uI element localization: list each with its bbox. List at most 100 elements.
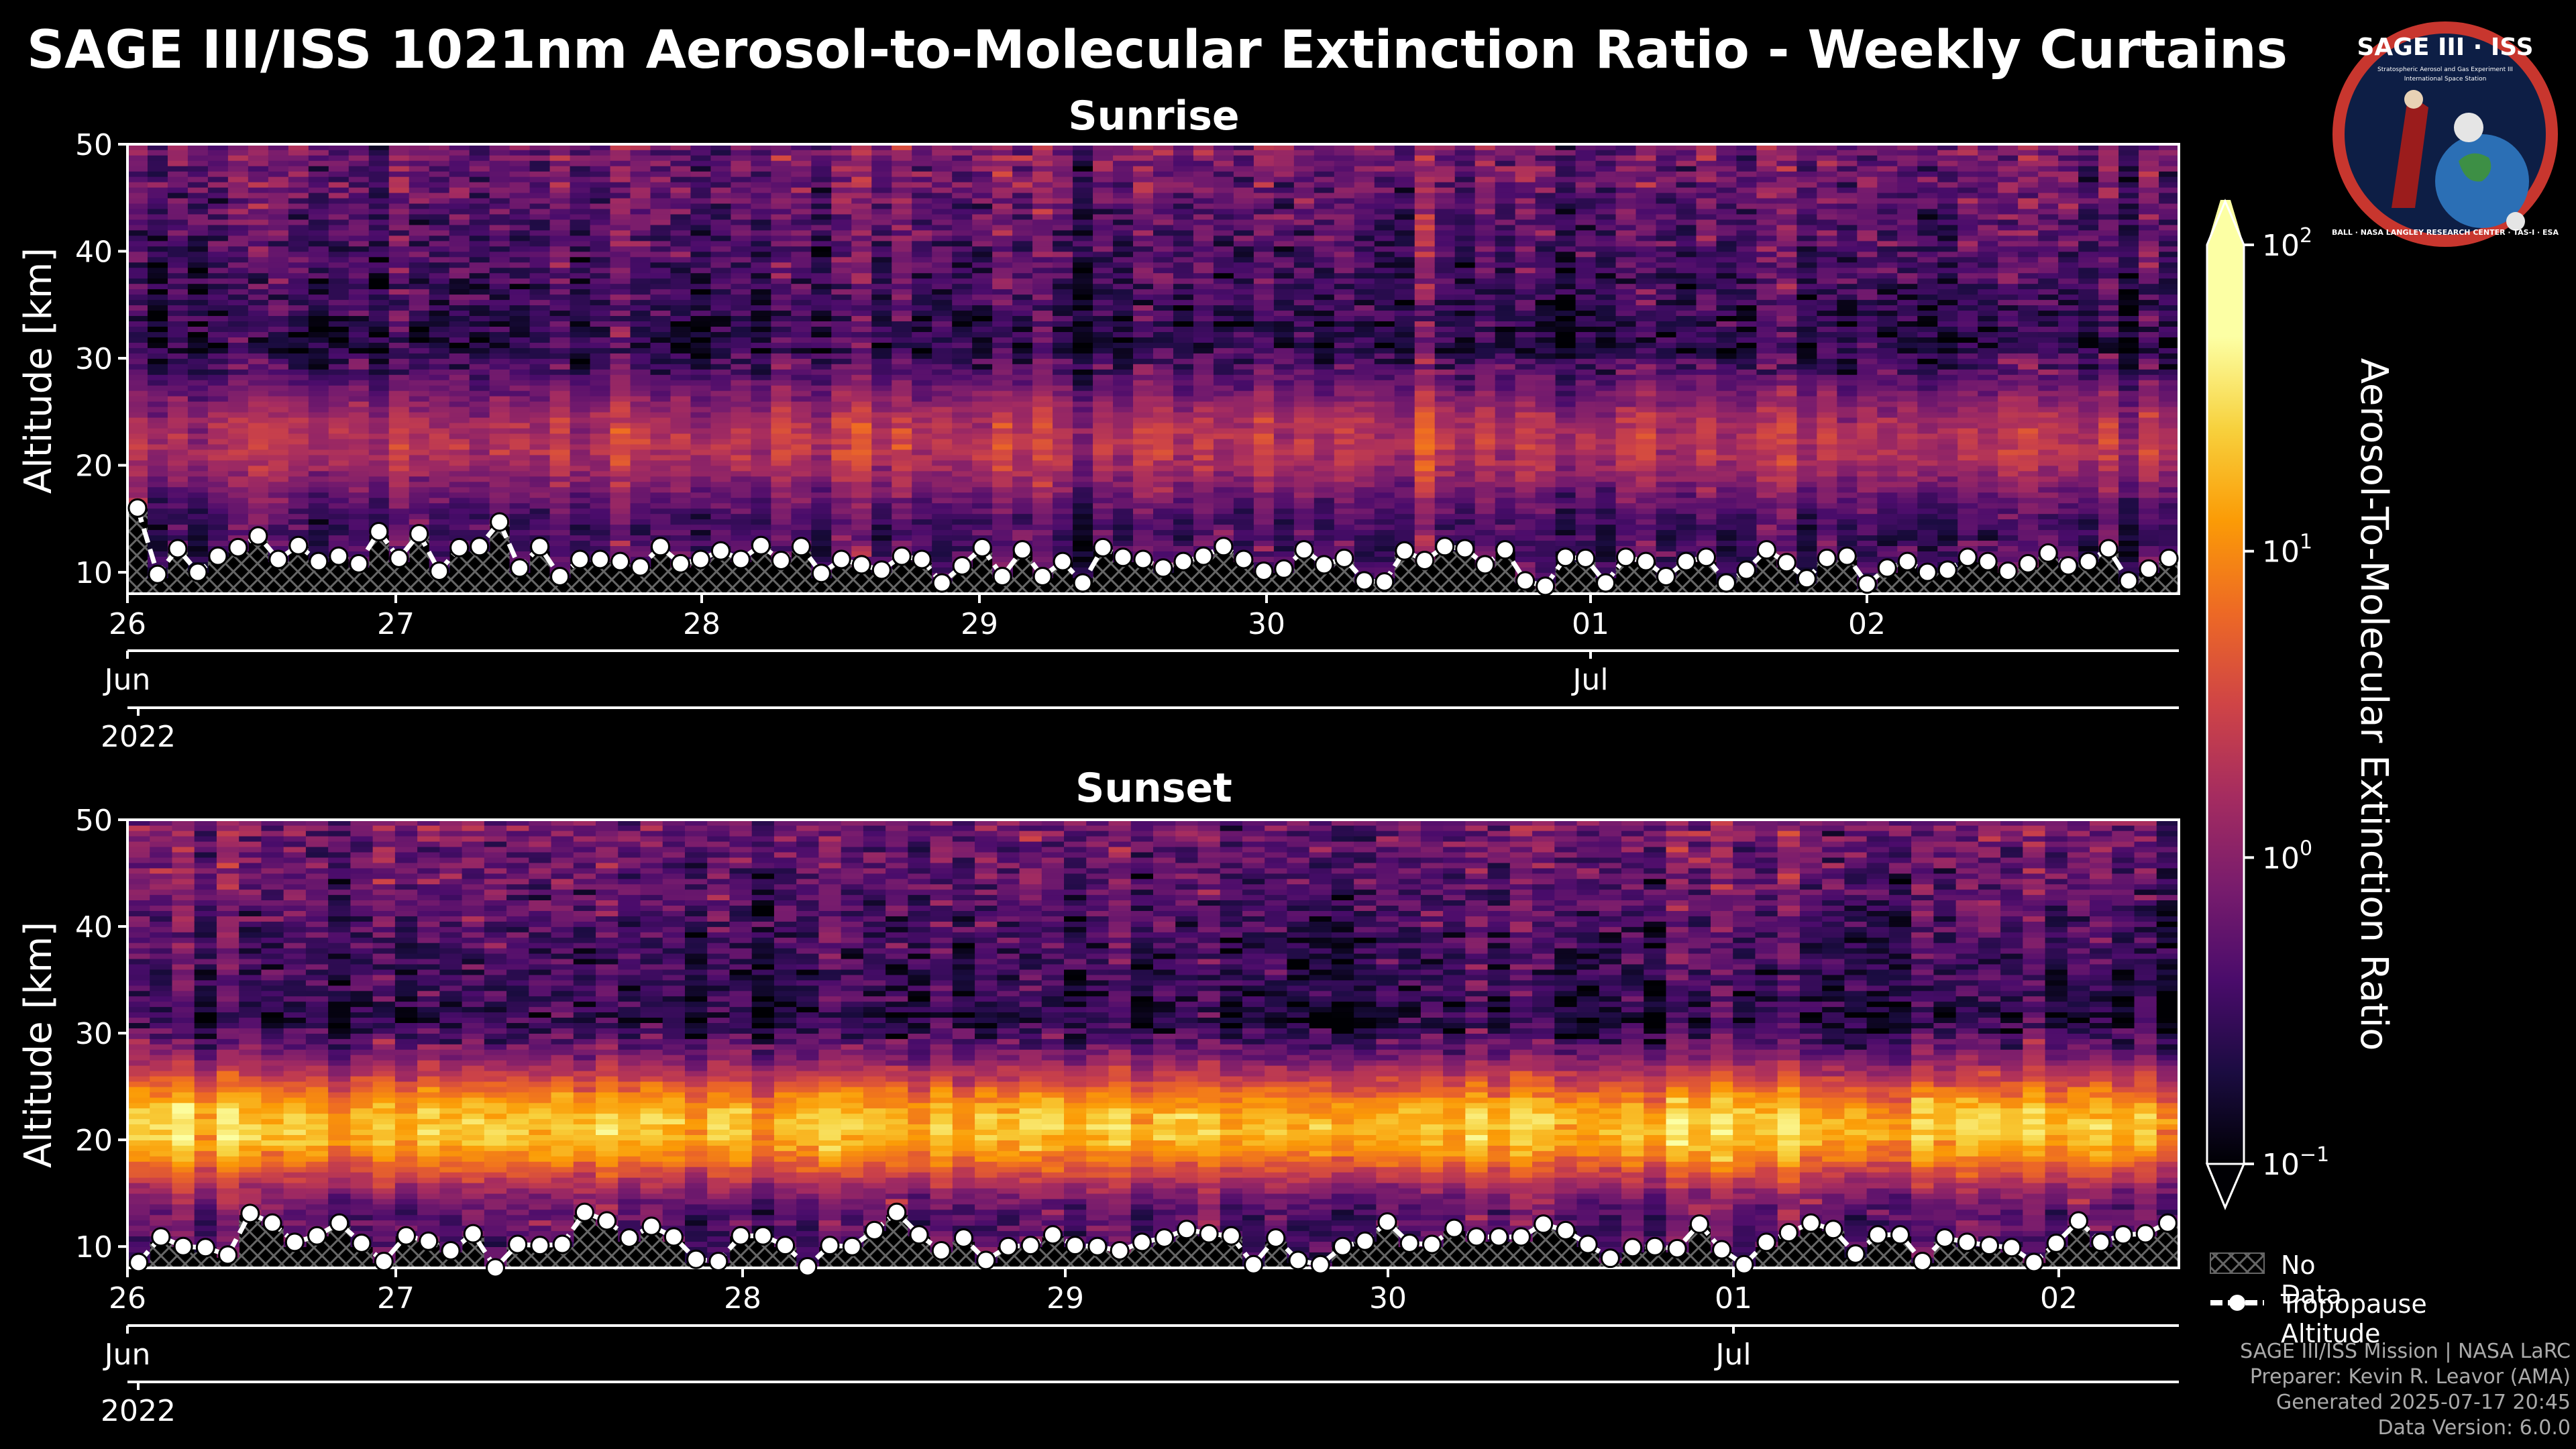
tropopause-point	[2091, 1232, 2111, 1252]
tropopause-point	[1193, 546, 1214, 566]
tropopause-point	[1636, 551, 1656, 572]
tropopause-point	[1113, 547, 1133, 568]
tropopause-point	[574, 1202, 594, 1222]
tropopause-point	[1979, 1236, 1999, 1256]
y-tick-label: 20	[75, 449, 113, 484]
x-day-tick-label: 01	[1572, 607, 1609, 641]
tropopause-point	[670, 553, 690, 574]
tropopause-point	[2024, 1252, 2044, 1273]
x-month-tick-label: Jun	[103, 663, 151, 697]
tropopause-point	[1913, 1251, 1933, 1271]
tropopause-point	[1155, 1228, 1175, 1248]
y-tick-label: 40	[75, 910, 113, 945]
tropopause-point	[1645, 1236, 1665, 1256]
tropopause-point	[2098, 539, 2118, 559]
x-day-tick-label: 02	[1848, 607, 1886, 641]
tropopause-point	[912, 549, 932, 570]
tropopause-point	[1536, 576, 1556, 596]
tropopause-point	[871, 560, 892, 580]
tropopause-point	[2113, 1225, 2133, 1245]
tropopause-point	[1377, 1212, 1397, 1232]
tropopause-point	[1455, 539, 1475, 559]
x-day-tick-label: 29	[1046, 1281, 1084, 1316]
colorbar-tick-label: 100	[2262, 837, 2312, 875]
tropopause-point	[1837, 546, 1857, 566]
tropopause-point	[641, 1216, 661, 1236]
tropopause-point	[2058, 556, 2078, 576]
tropopause-point	[753, 1226, 773, 1246]
tropopause-point	[1689, 1214, 1709, 1234]
sage-iii-iss-mission-patch: SAGE III · ISS Stratospheric Aerosol and…	[2332, 21, 2559, 247]
tropopause-point	[992, 566, 1012, 586]
colorbar-tick-label: 102	[2262, 224, 2312, 263]
y-tick-label: 10	[75, 556, 113, 590]
tropopause-point	[419, 1231, 439, 1251]
tropopause-point	[1153, 558, 1173, 578]
tropopause-point	[148, 564, 168, 584]
tropopause-point	[2018, 553, 2038, 574]
tropopause-line-swatch	[2210, 1295, 2264, 1311]
tropopause-point	[820, 1236, 840, 1256]
tropopause-point	[1556, 547, 1576, 568]
tropopause-point	[1823, 1220, 1843, 1240]
tropopause-point	[952, 556, 972, 576]
tropopause-point	[129, 1252, 149, 1273]
tropopause-point	[842, 1236, 862, 1256]
tropopause-point	[998, 1236, 1018, 1256]
tropopause-point	[1600, 1248, 1620, 1269]
heatmap-cells	[127, 144, 2180, 594]
chart-title: SAGE III/ISS 1021nm Aerosol-to-Molecular…	[26, 20, 2288, 80]
tropopause-point	[1395, 541, 1415, 561]
tropopause-point	[1234, 549, 1254, 570]
tropopause-point	[1578, 1234, 1598, 1254]
tropopause-point	[1778, 1223, 1799, 1243]
tropopause-point	[1957, 547, 1978, 568]
tropopause-point	[731, 1226, 751, 1246]
patch-subtitle-2: International Space Station	[2404, 76, 2487, 83]
tropopause-point	[1937, 560, 1957, 580]
tropopause-point	[887, 1202, 907, 1222]
tropopause-point	[953, 1228, 973, 1248]
tropopause-point	[1020, 1236, 1040, 1256]
tropopause-point	[1736, 560, 1756, 580]
colorbar-lower-extension	[2205, 1163, 2246, 1210]
tropopause-point	[1177, 1220, 1197, 1240]
tropopause-point	[1978, 551, 1998, 572]
x-day-tick-label: 27	[377, 607, 415, 641]
tropopause-point	[349, 553, 369, 574]
tropopause-point	[932, 573, 952, 593]
tropopause-point	[1421, 1234, 1442, 1254]
tropopause-point	[1375, 572, 1395, 592]
tropopause-point	[1890, 1225, 1911, 1245]
sunrise-panel-title: Sunrise	[1068, 93, 1240, 140]
tropopause-point	[127, 498, 148, 518]
tropopause-point	[374, 1251, 394, 1271]
tropopause-point	[1596, 573, 1616, 593]
colorbar-tick-label: 101	[2262, 531, 2312, 570]
patch-subtitle-1: Stratospheric Aerosol and Gas Experiment…	[2377, 66, 2513, 73]
tropopause-point	[1310, 1254, 1330, 1275]
sunrise-panel: 10 20 30 40 50 26 27 28 29 30 01 02 Jun Jul 2022	[75, 128, 2180, 754]
credits-footer: SAGE III/ISS Mission | NASA LaRC Prepare…	[2240, 1339, 2571, 1441]
tropopause-point	[1776, 553, 1796, 573]
tropopause-point	[1515, 571, 1536, 591]
patch-title: SAGE III · ISS	[2357, 34, 2533, 61]
tropopause-point	[686, 1249, 706, 1269]
tropopause-point	[1133, 549, 1153, 570]
tropopause-point	[1623, 1238, 1643, 1258]
tropopause-point	[1857, 574, 1877, 594]
tropopause-point	[1534, 1214, 1554, 1234]
tropopause-point	[429, 561, 449, 581]
tropopause-point	[1712, 1240, 1732, 1260]
tropopause-point	[208, 546, 228, 566]
tropopause-point	[1221, 1226, 1241, 1246]
tropopause-point	[1868, 1225, 1888, 1245]
tropopause-point	[1616, 547, 1636, 568]
tropopause-point	[1489, 1227, 1509, 1247]
tropopause-point	[409, 524, 429, 544]
tropopause-point	[463, 1224, 483, 1244]
tropopause-point	[195, 1238, 215, 1258]
tropopause-point	[1093, 537, 1113, 557]
tropopause-point	[831, 549, 851, 570]
tropopause-point	[2002, 1238, 2022, 1258]
